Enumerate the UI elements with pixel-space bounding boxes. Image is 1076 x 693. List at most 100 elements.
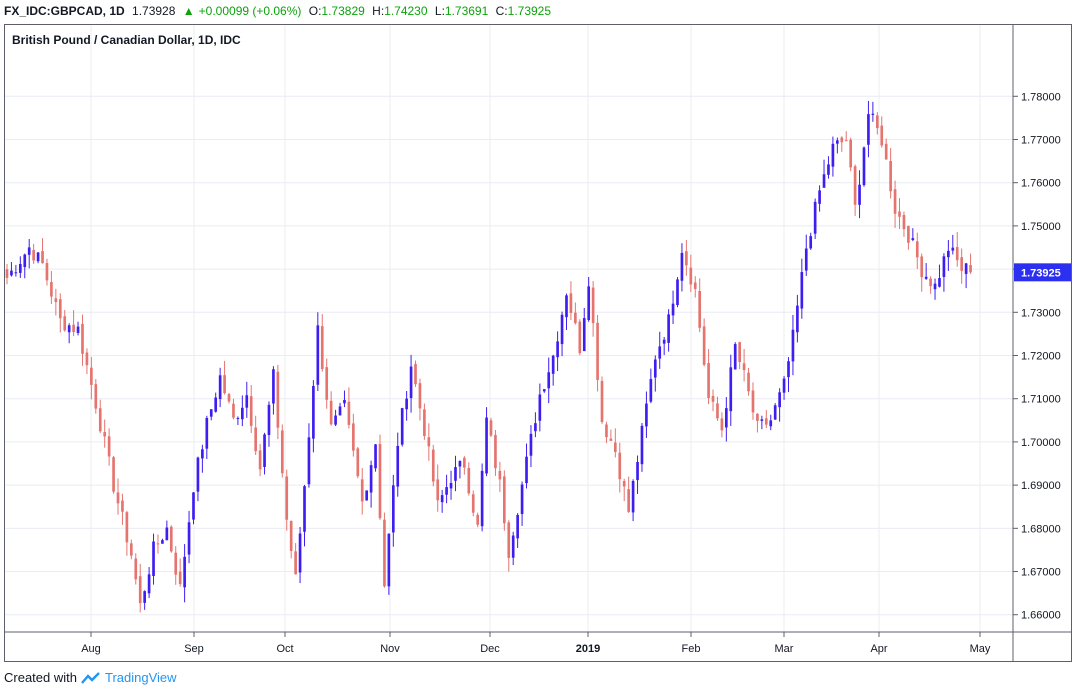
candle-down xyxy=(884,143,888,160)
y-tick-label: 1.68000 xyxy=(1021,523,1061,535)
candle-down xyxy=(689,267,693,285)
candle-down xyxy=(494,434,497,469)
candle-up xyxy=(551,355,555,374)
candle-down xyxy=(249,396,253,426)
candle-up xyxy=(947,250,950,258)
candle-down xyxy=(125,512,129,543)
candle-down xyxy=(90,367,93,385)
y-tick-label: 1.66000 xyxy=(1021,610,1061,622)
candle-down xyxy=(81,323,84,354)
candle-up xyxy=(725,408,728,428)
candle-down xyxy=(378,443,382,519)
candle-up xyxy=(667,314,670,343)
candle-up xyxy=(782,378,786,393)
candle-down xyxy=(507,522,511,558)
candle-down xyxy=(254,427,257,452)
candle-up xyxy=(307,437,311,485)
last-price: 1.73928 xyxy=(132,4,176,18)
y-tick-label: 1.72000 xyxy=(1021,351,1061,363)
candle-up xyxy=(631,480,635,513)
candle-down xyxy=(134,558,138,580)
candle-down xyxy=(751,390,755,413)
candle-down xyxy=(707,363,710,399)
candle-up xyxy=(511,535,515,558)
candle-up xyxy=(538,394,542,421)
candle-down xyxy=(880,125,884,146)
candle-down xyxy=(347,401,351,425)
candle-down xyxy=(258,450,262,470)
candle-down xyxy=(893,189,897,214)
candle-down xyxy=(898,211,901,217)
symbol-info-bar: FX_IDC:GBPCAD, 1D 1.73928 ▲ +0.00099 (+0.… xyxy=(0,0,1076,22)
candle-up xyxy=(831,143,835,167)
candle-down xyxy=(889,161,892,192)
candle-up xyxy=(640,425,644,465)
candle-down xyxy=(627,489,630,512)
candle-up xyxy=(27,247,31,255)
candle-up xyxy=(241,407,244,420)
close-label: C: xyxy=(495,4,508,18)
candle-up xyxy=(671,303,675,316)
candle-up xyxy=(924,276,928,279)
candle-down xyxy=(178,571,182,585)
chart-title: British Pound / Canadian Dollar, 1D, IDC xyxy=(12,33,241,47)
tradingview-brand[interactable]: TradingView xyxy=(104,670,177,685)
candle-up xyxy=(183,556,186,588)
candle-down xyxy=(720,418,724,431)
x-tick-label: Dec xyxy=(480,643,500,655)
candle-up xyxy=(911,238,915,241)
chart-frame[interactable] xyxy=(4,24,1072,662)
candle-up xyxy=(827,164,830,175)
candle-up xyxy=(760,419,764,421)
candle-down xyxy=(915,241,919,258)
candle-down xyxy=(276,371,280,428)
candle-up xyxy=(680,252,684,281)
candle-up xyxy=(560,314,564,345)
x-tick-label: May xyxy=(970,643,991,655)
candle-down xyxy=(45,262,49,281)
candle-down xyxy=(63,316,67,331)
candle-up xyxy=(218,375,222,400)
candle-up xyxy=(653,359,657,378)
candle-down xyxy=(622,481,626,487)
candle-up xyxy=(773,405,777,420)
candle-up xyxy=(209,409,213,417)
candle-up xyxy=(867,114,870,145)
candle-up xyxy=(449,482,453,489)
candle-up xyxy=(187,522,191,555)
candle-down xyxy=(920,256,924,278)
candle-up xyxy=(520,484,524,514)
candle-up xyxy=(818,190,821,204)
change-arrow-icon: ▲ xyxy=(182,4,195,18)
y-tick-label: 1.71000 xyxy=(1021,394,1061,406)
candle-up xyxy=(636,461,639,481)
candle-down xyxy=(352,423,355,451)
candle-up xyxy=(454,467,457,481)
candle-up xyxy=(662,339,666,344)
candle-down xyxy=(289,520,293,551)
candle-up xyxy=(858,184,861,205)
candle-up xyxy=(391,485,395,533)
candle-down xyxy=(280,430,284,474)
candle-up xyxy=(409,366,413,399)
candle-down xyxy=(169,526,173,552)
candle-up xyxy=(303,486,306,532)
candle-down xyxy=(702,326,706,365)
candle-down xyxy=(471,494,475,513)
candle-up xyxy=(525,456,528,484)
candle-up xyxy=(836,140,839,144)
candle-up xyxy=(658,346,662,359)
candle-down xyxy=(902,215,906,230)
candle-up xyxy=(387,533,391,587)
high-value: 1.74230 xyxy=(384,4,428,18)
candle-up xyxy=(152,541,155,576)
candle-up xyxy=(263,434,266,467)
candle-up xyxy=(769,420,773,427)
symbol-label[interactable]: FX_IDC:GBPCAD, 1D xyxy=(4,4,125,18)
candle-down xyxy=(232,403,235,418)
y-tick-label: 1.69000 xyxy=(1021,480,1061,492)
candle-down xyxy=(112,457,115,492)
candle-up xyxy=(196,457,200,492)
candle-down xyxy=(929,278,932,287)
